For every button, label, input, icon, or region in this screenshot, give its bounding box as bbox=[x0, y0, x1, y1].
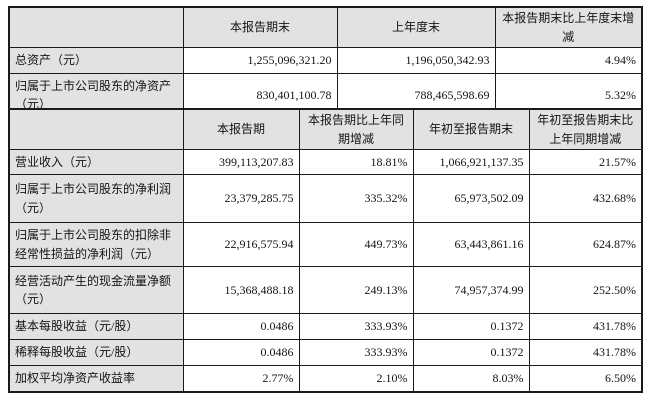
corner-cell bbox=[8, 108, 184, 151]
column-header-change-vs-prior-year-end: 本报告期末比上年度末增减 bbox=[494, 6, 643, 49]
value-cell: 2.77% bbox=[182, 365, 300, 393]
row-label: 经营活动产生的现金流量净额（元） bbox=[8, 266, 184, 315]
value-cell: 63,443,861.16 bbox=[412, 222, 530, 268]
value-cell: 0.0486 bbox=[182, 339, 300, 367]
column-header-ytd-change-vs-prior-year: 年初至报告期末比上年同期增减 bbox=[528, 108, 643, 151]
value-cell: 2.10% bbox=[298, 365, 414, 393]
column-header-current-period-end: 本报告期末 bbox=[182, 6, 338, 49]
value-cell: 18.81% bbox=[298, 149, 414, 176]
value-cell: 0.0486 bbox=[182, 313, 300, 341]
value-cell: 624.87% bbox=[528, 222, 643, 268]
row-label: 稀释每股收益（元/股） bbox=[8, 339, 184, 367]
value-cell: 0.1372 bbox=[412, 313, 530, 341]
row-net-profit-after-non-recurring-items: 归属于上市公司股东的扣除非经常性损益的净利润（元） 22,916,575.94 … bbox=[8, 222, 643, 268]
value-cell: 8.03% bbox=[412, 365, 530, 393]
value-cell: 6.50% bbox=[528, 365, 643, 393]
value-cell: 74,957,374.99 bbox=[412, 266, 530, 315]
row-operating-revenue: 营业收入（元） 399,113,207.83 18.81% 1,066,921,… bbox=[8, 149, 643, 176]
value-cell: 4.94% bbox=[494, 47, 643, 75]
row-diluted-eps: 稀释每股收益（元/股） 0.0486 333.93% 0.1372 431.78… bbox=[8, 339, 643, 367]
value-cell: 21.57% bbox=[528, 149, 643, 176]
value-cell: 335.32% bbox=[298, 174, 414, 224]
table-top-header-row: 本报告期末 上年度末 本报告期末比上年度末增减 bbox=[8, 6, 643, 49]
row-operating-cash-flow: 经营活动产生的现金流量净额（元） 15,368,488.18 249.13% 7… bbox=[8, 266, 643, 315]
column-header-change-vs-prior-year-period: 本报告期比上年同期增减 bbox=[298, 108, 414, 151]
row-basic-eps: 基本每股收益（元/股） 0.0486 333.93% 0.1372 431.78… bbox=[8, 313, 643, 341]
value-cell: 333.93% bbox=[298, 339, 414, 367]
row-label: 归属于上市公司股东的净利润（元） bbox=[8, 174, 184, 224]
value-cell: 449.73% bbox=[298, 222, 414, 268]
row-label: 总资产（元） bbox=[8, 47, 184, 75]
value-cell: 65,973,502.09 bbox=[412, 174, 530, 224]
row-total-assets: 总资产（元） 1,255,096,321.20 1,196,050,342.93… bbox=[8, 47, 643, 75]
corner-cell bbox=[8, 6, 184, 49]
row-label: 基本每股收益（元/股） bbox=[8, 313, 184, 341]
row-label: 营业收入（元） bbox=[8, 149, 184, 176]
income-statement-summary-table: 本报告期 本报告期比上年同期增减 年初至报告期末 年初至报告期末比上年同期增减 … bbox=[8, 108, 643, 393]
value-cell: 1,066,921,137.35 bbox=[412, 149, 530, 176]
value-cell: 0.1372 bbox=[412, 339, 530, 367]
value-cell: 22,916,575.94 bbox=[182, 222, 300, 268]
value-cell: 1,196,050,342.93 bbox=[336, 47, 496, 75]
value-cell: 431.78% bbox=[528, 339, 643, 367]
row-label: 加权平均净资产收益率 bbox=[8, 365, 184, 393]
row-label: 归属于上市公司股东的扣除非经常性损益的净利润（元） bbox=[8, 222, 184, 268]
value-cell: 15,368,488.18 bbox=[182, 266, 300, 315]
value-cell: 431.78% bbox=[528, 313, 643, 341]
value-cell: 333.93% bbox=[298, 313, 414, 341]
table-bottom-header-row: 本报告期 本报告期比上年同期增减 年初至报告期末 年初至报告期末比上年同期增减 bbox=[8, 108, 643, 151]
balance-sheet-summary-table: 本报告期末 上年度末 本报告期末比上年度末增减 总资产（元） 1,255,096… bbox=[8, 6, 643, 119]
value-cell: 249.13% bbox=[298, 266, 414, 315]
column-header-current-period: 本报告期 bbox=[182, 108, 300, 151]
value-cell: 1,255,096,321.20 bbox=[182, 47, 338, 75]
value-cell: 432.68% bbox=[528, 174, 643, 224]
value-cell: 252.50% bbox=[528, 266, 643, 315]
column-header-prior-year-end: 上年度末 bbox=[336, 6, 496, 49]
column-header-year-to-date: 年初至报告期末 bbox=[412, 108, 530, 151]
row-net-profit-attributable-to-shareholders: 归属于上市公司股东的净利润（元） 23,379,285.75 335.32% 6… bbox=[8, 174, 643, 224]
row-weighted-average-roe: 加权平均净资产收益率 2.77% 2.10% 8.03% 6.50% bbox=[8, 365, 643, 393]
value-cell: 23,379,285.75 bbox=[182, 174, 300, 224]
value-cell: 399,113,207.83 bbox=[182, 149, 300, 176]
